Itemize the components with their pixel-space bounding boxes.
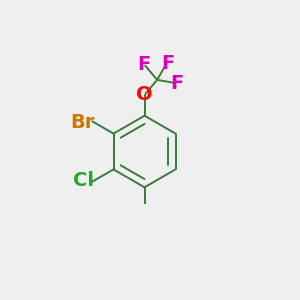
Text: F: F	[171, 74, 184, 93]
Text: Br: Br	[70, 112, 94, 131]
Text: Cl: Cl	[73, 171, 94, 190]
Text: F: F	[137, 55, 151, 74]
Text: O: O	[136, 85, 153, 104]
Text: F: F	[161, 54, 175, 73]
